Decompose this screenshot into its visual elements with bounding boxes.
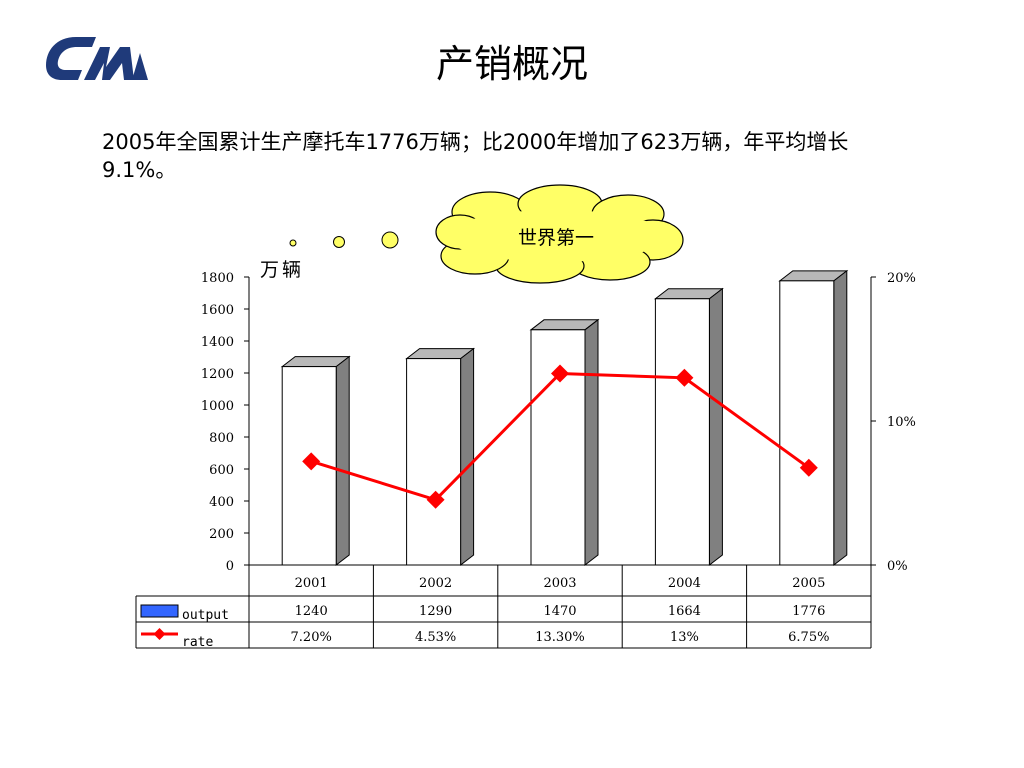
rate-value-label: 7.20% [291,630,332,645]
output-value-label: 1240 [295,604,328,619]
rate-marker [799,458,818,477]
rate-marker [302,452,321,471]
y2-axis-tick-label: 10% [887,415,916,430]
y-axis-tick-label: 1200 [201,367,234,382]
output-value-label: 1664 [668,604,701,619]
rate-marker [551,364,569,383]
output-value-label: 1776 [792,604,825,619]
y-axis-tick-label: 1800 [201,271,234,286]
output-value-label: 1290 [419,604,452,619]
y-axis-tick-label: 800 [209,431,234,446]
y-axis-tick-label: 1000 [201,399,234,414]
logo-m-tail [132,53,148,80]
bar-output [406,358,462,566]
world-first-callout: 世界第一 [289,184,684,284]
page-title: 产销概况 [435,42,588,86]
x-category-label: 2005 [792,576,825,591]
legend-output-label: output [182,608,229,623]
logo-m-shape [84,47,134,80]
cloud-fill-core [446,210,666,262]
rate-value-label: 13.30% [535,630,585,645]
y-axis-tick-label: 200 [209,527,234,542]
bar-output [530,329,586,566]
y-axis-tick-label: 1600 [201,303,234,318]
rate-marker [675,368,694,387]
y2-axis-tick-label: 20% [887,271,916,286]
bar-side-face [833,269,848,567]
bar-output [654,298,710,566]
y-axis-tick-label: 400 [209,495,234,510]
rate-value-label: 13% [670,630,699,645]
output-value-label: 1470 [543,604,576,619]
logo-c-shape [46,37,96,80]
company-logo [46,37,148,80]
x-category-label: 2003 [543,576,576,591]
legend-output-swatch [140,604,179,618]
rate-value-label: 6.75% [788,630,829,645]
legend-rate-marker [153,628,166,640]
summary-text: 2005年全国累计生产摩托车1776万辆；比2000年增加了623万辆，年平均增… [102,130,849,182]
bar-side-face [335,355,350,567]
bar-side-face [460,347,475,567]
y-axis-tick-label: 1400 [201,335,234,350]
y-axis-unit-label: 万辆 [260,259,304,281]
thought-bubble-large [381,231,399,249]
callout-text: 世界第一 [518,227,594,249]
bar-side-face [584,318,599,567]
thought-bubble-medium [333,236,345,248]
rate-value-label: 4.53% [415,630,456,645]
y-axis-tick-label: 600 [209,463,234,478]
x-category-label: 2001 [295,576,328,591]
y2-axis-tick-label: 0% [887,559,908,574]
bar-output [779,280,835,566]
legend-rate-label: rate [182,635,213,650]
rate-marker [426,490,445,509]
x-category-label: 2004 [668,576,701,591]
bar-side-face [708,287,723,567]
x-category-label: 2002 [419,576,452,591]
thought-bubble-small [289,239,297,247]
y-axis-tick-label: 0 [226,559,234,574]
